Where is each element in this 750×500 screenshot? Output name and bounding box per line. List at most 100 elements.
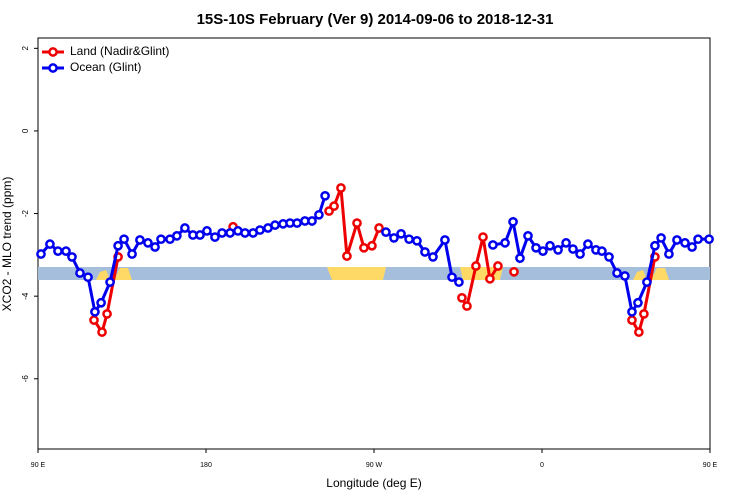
- point: [367, 240, 377, 251]
- point: [642, 277, 652, 287]
- point: [627, 315, 637, 325]
- point: [119, 234, 129, 245]
- x-tick-label: 180: [200, 462, 212, 469]
- point: [687, 242, 697, 252]
- point: [620, 271, 630, 281]
- point: [53, 246, 63, 256]
- point: [493, 261, 503, 271]
- point: [523, 231, 533, 241]
- point: [180, 223, 190, 233]
- point: [150, 242, 160, 252]
- point: [352, 218, 362, 228]
- point: [454, 277, 464, 287]
- point: [374, 223, 384, 233]
- point: [255, 225, 265, 235]
- point: [553, 245, 563, 255]
- point: [650, 240, 660, 251]
- point: [462, 301, 472, 311]
- point: [627, 307, 637, 317]
- point: [440, 235, 450, 245]
- point: [633, 297, 643, 308]
- point: [210, 232, 220, 242]
- point: [67, 252, 77, 262]
- point: [217, 228, 227, 238]
- y-tick-label: 0: [21, 128, 30, 133]
- point: [45, 239, 55, 249]
- point: [575, 249, 585, 259]
- point: [172, 231, 182, 241]
- point: [396, 228, 406, 239]
- y-tick-label: -4: [21, 292, 30, 300]
- point: [83, 272, 93, 283]
- point: [538, 246, 548, 256]
- point: [240, 228, 250, 238]
- point: [342, 251, 352, 261]
- point: [672, 235, 682, 245]
- point: [381, 227, 391, 237]
- point: [583, 239, 593, 249]
- y-tick-label: -2: [21, 209, 30, 217]
- point: [604, 252, 614, 262]
- point: [75, 268, 85, 278]
- y-axis-label: XCO2 - MLO trend (ppm): [0, 177, 14, 312]
- point: [156, 234, 166, 245]
- x-tick-label: 0: [540, 462, 544, 469]
- point: [515, 253, 525, 264]
- point: [508, 216, 518, 227]
- y-tick-label: -6: [21, 375, 30, 383]
- point: [105, 277, 115, 287]
- point: [359, 242, 369, 253]
- point: [488, 240, 498, 250]
- legend-label: Ocean (Glint): [70, 60, 141, 74]
- point: [704, 234, 714, 245]
- legend-marker: [48, 63, 58, 73]
- point: [314, 209, 324, 220]
- point: [485, 273, 495, 284]
- point: [225, 228, 235, 238]
- point: [195, 230, 205, 240]
- point: [680, 238, 690, 248]
- series-line: [92, 187, 657, 336]
- x-axis-label: Longitude (deg E): [326, 476, 421, 490]
- point: [597, 246, 607, 256]
- point: [292, 218, 302, 228]
- point: [478, 232, 488, 242]
- point: [307, 216, 317, 226]
- point: [457, 292, 467, 303]
- point: [612, 268, 622, 278]
- point: [135, 235, 145, 245]
- point: [509, 266, 519, 277]
- point: [96, 297, 106, 308]
- point: [568, 244, 578, 254]
- point: [389, 233, 399, 243]
- x-tick-label: 90 E: [703, 462, 718, 469]
- point: [336, 183, 346, 193]
- point: [420, 247, 430, 257]
- point: [693, 234, 703, 245]
- point: [500, 238, 510, 248]
- point: [545, 240, 555, 251]
- legend-label: Land (Nadir&Glint): [70, 44, 169, 58]
- point: [61, 246, 71, 256]
- point: [656, 233, 666, 243]
- y-tick-label: 2: [21, 46, 30, 51]
- point: [36, 249, 46, 259]
- point: [270, 220, 280, 230]
- point: [329, 201, 339, 211]
- point: [202, 226, 212, 236]
- point: [428, 252, 438, 262]
- point: [320, 190, 330, 201]
- point: [89, 315, 99, 325]
- point: [561, 238, 571, 248]
- point: [143, 238, 153, 248]
- point: [471, 261, 481, 271]
- point: [102, 309, 112, 319]
- point: [447, 272, 457, 283]
- point: [639, 309, 649, 319]
- point: [412, 235, 422, 246]
- point: [664, 249, 674, 259]
- land-ocean-strip: [38, 267, 710, 280]
- point: [90, 307, 100, 317]
- point: [113, 240, 123, 251]
